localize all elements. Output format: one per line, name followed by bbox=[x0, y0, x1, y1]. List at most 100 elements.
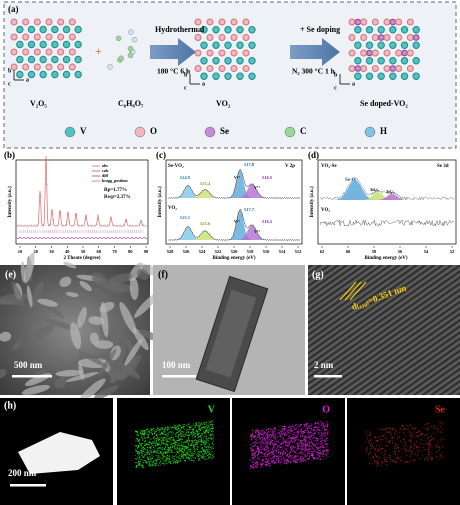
map-dot bbox=[257, 451, 259, 452]
map-dot bbox=[179, 459, 181, 461]
map-dot bbox=[149, 447, 151, 449]
map-dot bbox=[203, 451, 205, 453]
map-dot bbox=[207, 438, 209, 440]
map-dot bbox=[273, 433, 275, 435]
map-dot bbox=[151, 445, 153, 446]
map-dot bbox=[153, 436, 154, 438]
map-dot bbox=[301, 448, 302, 450]
map-dot bbox=[269, 440, 270, 442]
map-dot bbox=[255, 452, 256, 454]
map-dot bbox=[203, 449, 205, 451]
map-dot bbox=[162, 451, 164, 453]
map-dot bbox=[264, 446, 266, 448]
map-dot bbox=[274, 443, 276, 445]
map-dot bbox=[286, 431, 288, 433]
map-dot bbox=[203, 427, 204, 429]
map-dot bbox=[297, 436, 299, 438]
map-dot bbox=[283, 433, 285, 435]
map-dot bbox=[140, 443, 142, 445]
map-dot bbox=[302, 439, 304, 441]
map-dot bbox=[188, 431, 190, 433]
map-dot bbox=[188, 442, 190, 444]
map-dot bbox=[141, 451, 143, 453]
map-dot bbox=[260, 436, 262, 438]
map-dot bbox=[176, 447, 178, 449]
map-dot bbox=[210, 437, 212, 439]
map-dot bbox=[157, 444, 158, 446]
map-dot bbox=[209, 429, 211, 431]
map-dot bbox=[308, 457, 310, 458]
map-dot bbox=[172, 460, 174, 462]
map-dot bbox=[168, 428, 170, 430]
map-dot bbox=[280, 459, 282, 460]
map-dot bbox=[301, 432, 303, 434]
map-dot bbox=[156, 439, 158, 441]
map-dot bbox=[298, 439, 300, 441]
map-dot bbox=[264, 449, 265, 451]
map-dot bbox=[167, 426, 169, 428]
map-dot bbox=[301, 447, 302, 449]
map-dot bbox=[209, 424, 211, 426]
map-dot bbox=[308, 443, 310, 445]
map-dot bbox=[153, 442, 155, 444]
map-dot bbox=[258, 453, 259, 455]
map-dot bbox=[320, 430, 322, 432]
map-dot bbox=[161, 448, 163, 450]
atom-o bbox=[360, 49, 368, 57]
map-dot bbox=[263, 431, 265, 432]
map-dot bbox=[314, 433, 316, 434]
map-dot bbox=[210, 434, 211, 436]
obs-point bbox=[100, 224, 103, 227]
obs-point bbox=[33, 224, 35, 227]
map-dot bbox=[251, 434, 253, 436]
map-dot bbox=[209, 421, 211, 423]
map-dot bbox=[292, 425, 294, 427]
map-dot bbox=[410, 438, 412, 440]
map-dot bbox=[158, 458, 160, 460]
map-dot bbox=[252, 448, 254, 450]
map-dot bbox=[256, 438, 258, 439]
map-dot bbox=[171, 437, 173, 439]
map-dot bbox=[301, 432, 303, 434]
map-dot bbox=[292, 445, 294, 447]
map-dot bbox=[415, 431, 417, 433]
map-dot bbox=[292, 437, 294, 438]
map-dot bbox=[300, 424, 302, 426]
map-dot bbox=[319, 446, 321, 448]
map-dot bbox=[157, 427, 159, 429]
map-dot bbox=[309, 456, 311, 457]
map-dot bbox=[172, 455, 174, 457]
map-dot bbox=[170, 435, 172, 437]
map-dot bbox=[140, 433, 142, 435]
map-dot bbox=[296, 432, 298, 433]
atom-v bbox=[74, 40, 82, 49]
map-dot bbox=[294, 431, 296, 433]
map-dot bbox=[270, 437, 272, 439]
map-dot bbox=[177, 428, 179, 429]
map-dot bbox=[204, 445, 206, 447]
map-dot bbox=[144, 444, 146, 446]
peak bbox=[225, 210, 262, 240]
flake bbox=[59, 276, 72, 288]
map-dot bbox=[212, 443, 214, 445]
map-dot bbox=[310, 425, 312, 427]
map-dot bbox=[292, 450, 294, 452]
label: C₆H₈O₇ bbox=[118, 99, 144, 108]
map-dot bbox=[298, 425, 300, 427]
map-dot bbox=[138, 453, 140, 455]
map-dot bbox=[294, 450, 296, 452]
map-dot bbox=[260, 442, 262, 444]
map-dot bbox=[189, 427, 190, 429]
map-dot bbox=[177, 431, 179, 433]
label: (g) bbox=[312, 269, 324, 280]
map-dot bbox=[282, 450, 284, 452]
map-dot bbox=[170, 446, 171, 448]
map-dot bbox=[268, 434, 270, 436]
map-dot bbox=[141, 435, 142, 437]
map-dot bbox=[300, 461, 302, 463]
map-dot bbox=[182, 457, 184, 459]
atom-o bbox=[406, 49, 414, 57]
map-dot bbox=[160, 464, 162, 466]
map-dot bbox=[317, 454, 319, 456]
map-dot bbox=[207, 420, 209, 422]
